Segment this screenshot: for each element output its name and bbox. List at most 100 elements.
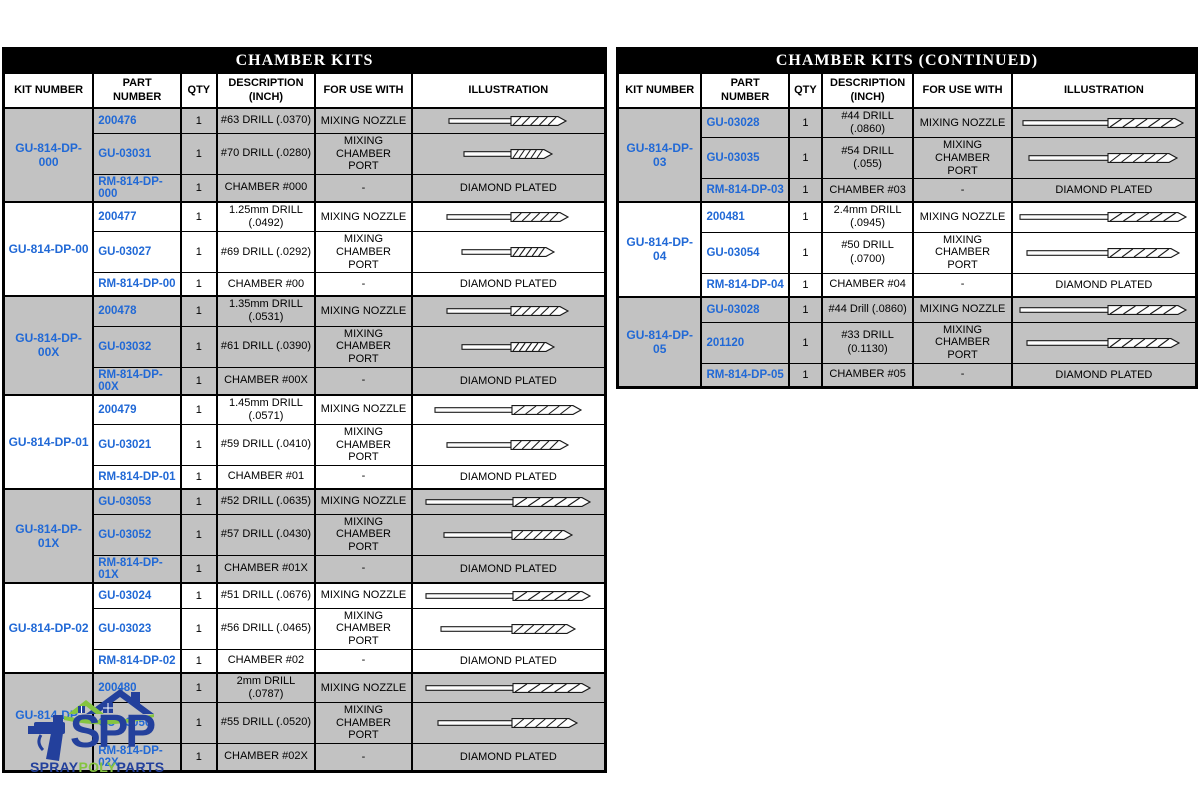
column-header: KIT NUMBER: [616, 72, 703, 109]
drill-bit-illustration: [443, 529, 573, 540]
column-header: PART NUMBER: [92, 72, 183, 109]
spraygun-top: [53, 715, 63, 724]
illustration-cell: [1010, 295, 1198, 323]
part-number-link[interactable]: GU-03053: [92, 487, 183, 515]
illustration-cell: DIAMOND PLATED: [1010, 272, 1198, 298]
qty-cell: 1: [180, 200, 218, 233]
part-number-link[interactable]: 200476: [92, 107, 183, 134]
qty-cell: 1: [180, 554, 218, 584]
qty-cell: 1: [787, 178, 823, 203]
kit-number-link[interactable]: GU-814-DP-05: [616, 295, 703, 388]
qty-cell: 1: [180, 464, 218, 490]
part-number-link[interactable]: RM-814-DP-02: [92, 648, 183, 674]
column-header: QTY: [180, 72, 218, 109]
part-number-link[interactable]: RM-814-DP-00: [92, 272, 183, 297]
part-number-link[interactable]: RM-814-DP-01: [92, 464, 183, 490]
part-number-link[interactable]: GU-03052: [92, 513, 183, 556]
kit-number-link[interactable]: GU-814-DP-01X: [2, 487, 95, 584]
drill-bit-illustration: [425, 496, 591, 507]
illustration-cell: [1010, 231, 1198, 274]
drill-bit-illustration: [434, 404, 582, 415]
table-header-row: KIT NUMBER PART NUMBER QTY DESCRIPTION (INCH…: [616, 72, 1198, 109]
part-number-link[interactable]: GU-03054: [700, 231, 790, 274]
description-cell: #59 DRILL (.0410): [215, 423, 317, 466]
logo-tagline-spray: SPRAY: [30, 759, 79, 775]
drill-bit-illustration: [1028, 153, 1179, 164]
drill-bit-illustration: [1019, 304, 1188, 315]
drill-bit-illustration: [1022, 118, 1185, 129]
kit-number-link[interactable]: GU-814-DP-01: [2, 393, 95, 490]
qty-cell: 1: [787, 295, 823, 323]
part-number-link[interactable]: GU-03028: [700, 295, 790, 323]
column-header: KIT NUMBER: [2, 72, 95, 109]
part-number-link[interactable]: GU-03028: [700, 107, 790, 139]
for-use-with-cell: -: [314, 173, 413, 203]
part-number-link[interactable]: GU-03027: [92, 231, 183, 274]
part-number-link[interactable]: RM-814-DP-03: [700, 178, 790, 203]
chamber-kits-continued-table-container: CHAMBER KITS (CONTINUED) KIT NUMBER PART N…: [616, 47, 1198, 389]
table-row: RM-814-DP-01X 1 CHAMBER #01X - DIAMOND PLATE…: [4, 554, 607, 584]
for-use-with-cell: -: [314, 742, 413, 772]
part-number-link[interactable]: GU-03023: [92, 607, 183, 650]
part-number-link[interactable]: 200481: [700, 201, 790, 233]
description-cell: CHAMBER #01X: [215, 554, 317, 584]
qty-cell: 1: [787, 201, 823, 233]
kit-number-link[interactable]: GU-814-DP-00X: [2, 295, 95, 396]
illustration-cell: DIAMOND PLATED: [410, 464, 607, 490]
illustration-cell: [1010, 137, 1198, 180]
for-use-with-cell: MIXING CHAMBER PORT: [314, 133, 413, 175]
qty-cell: 1: [180, 173, 218, 203]
for-use-with-cell: MIXING CHAMBER PORT: [314, 702, 413, 744]
table-row: GU-03052 1 #57 DRILL (.0430) MIXING CHAMBER…: [4, 513, 607, 556]
chamber-kits-table: CHAMBER KITS KIT NUMBER PART NUMBER QTY DESC…: [2, 47, 607, 773]
kit-number-link[interactable]: GU-814-DP-02: [2, 581, 95, 674]
for-use-with-cell: MIXING NOZZLE: [314, 200, 413, 233]
table-title-row: CHAMBER KITS (CONTINUED): [616, 47, 1198, 74]
qty-cell: 1: [180, 423, 218, 466]
column-header: QTY: [787, 72, 823, 109]
column-header: FOR USE WITH: [912, 72, 1013, 109]
for-use-with-cell: MIXING CHAMBER PORT: [314, 513, 413, 556]
part-number-link[interactable]: 200479: [92, 393, 183, 425]
part-number-link[interactable]: RM-814-DP-00X: [92, 366, 183, 396]
part-number-link[interactable]: GU-03024: [92, 581, 183, 609]
illustration-cell: [1010, 107, 1198, 139]
qty-cell: 1: [787, 321, 823, 364]
qty-cell: 1: [180, 581, 218, 609]
drill-bit-illustration: [1026, 247, 1181, 258]
part-number-link[interactable]: GU-03031: [92, 133, 183, 175]
illustration-cell: [410, 295, 607, 327]
qty-cell: 1: [180, 671, 218, 704]
kit-number-link[interactable]: GU-814-DP-03: [616, 106, 703, 203]
part-number-link[interactable]: RM-814-DP-01X: [92, 554, 183, 584]
kit-number-link[interactable]: GU-814-DP-000: [2, 107, 95, 203]
part-number-link[interactable]: GU-03035: [700, 137, 790, 180]
description-cell: 1.25mm DRILL (.0492): [215, 200, 317, 233]
drill-bit-illustration: [461, 341, 555, 352]
for-use-with-cell: MIXING NOZZLE: [912, 107, 1013, 139]
part-number-link[interactable]: RM-814-DP-02X: [92, 742, 183, 772]
description-cell: #33 DRILL (0.1130): [820, 321, 915, 364]
drill-bit-illustration: [1019, 212, 1188, 223]
part-number-link[interactable]: GU-03021: [92, 423, 183, 466]
kit-number-link[interactable]: GU-814-DP-00: [2, 200, 95, 297]
kit-number-link[interactable]: GU-814-DP-04: [616, 201, 703, 298]
qty-cell: 1: [180, 648, 218, 674]
description-cell: #50 DRILL (.0700): [820, 231, 915, 274]
table-row: GU-03027 1 #69 DRILL (.0292) MIXING CHAMBER…: [4, 231, 607, 274]
illustration-cell: [410, 325, 607, 368]
illustration-cell: [410, 702, 607, 744]
for-use-with-cell: MIXING NOZZLE: [912, 201, 1013, 233]
table-title: CHAMBER KITS: [2, 47, 607, 74]
part-number-link[interactable]: RM-814-DP-05: [700, 362, 790, 388]
part-number-link[interactable]: 200477: [92, 200, 183, 233]
part-number-link[interactable]: RM-814-DP-04: [700, 272, 790, 298]
illustration-cell: [410, 487, 607, 515]
description-cell: #56 DRILL (.0465): [215, 607, 317, 650]
qty-cell: 1: [180, 272, 218, 297]
table-row: RM-814-DP-03 1 CHAMBER #03- DIAMOND PLATED: [618, 178, 1198, 203]
part-number-link[interactable]: 201120: [700, 321, 790, 364]
part-number-link[interactable]: RM-814-DP-000: [92, 173, 183, 203]
part-number-link[interactable]: GU-03032: [92, 325, 183, 368]
part-number-link[interactable]: 200478: [92, 295, 183, 327]
